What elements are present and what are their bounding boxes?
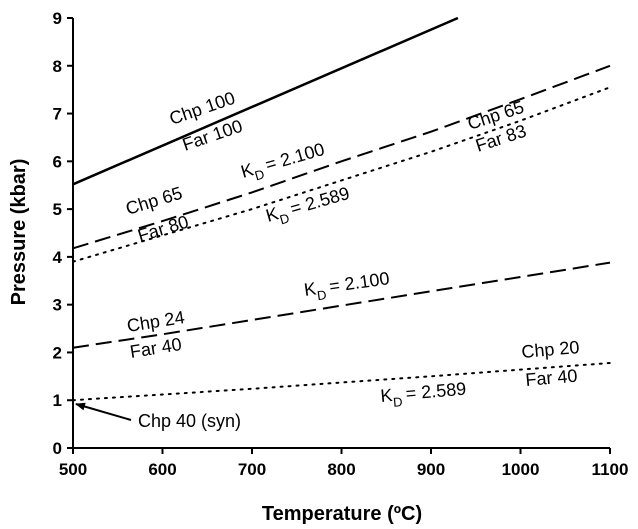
x-tick-label: 1000 <box>502 460 540 479</box>
kd-value: = 2.100 <box>328 268 391 296</box>
x-tick-label: 800 <box>327 460 355 479</box>
y-tick-label: 6 <box>53 152 62 171</box>
kd-symbol: K <box>239 159 256 182</box>
kd-symbol: K <box>380 385 394 406</box>
series-line-3 <box>72 86 611 263</box>
y-tick-label: 8 <box>53 57 62 76</box>
kd-symbol: K <box>303 278 318 299</box>
y-tick-label: 2 <box>53 343 62 362</box>
ticks-layer: 500 600 700 800 900 1000 1100 0 1 2 3 4 5 6 7 8 9 <box>53 9 629 479</box>
x-tick-label: 700 <box>238 460 266 479</box>
kd-subscript: D <box>253 166 266 183</box>
series-line-5 <box>72 362 611 402</box>
y-tick-label: 1 <box>53 391 62 410</box>
x-axis-title: Temperature (ºC) <box>262 503 422 525</box>
label-far80: Far 80 <box>135 211 191 245</box>
label-far40-mid: Far 40 <box>128 334 183 362</box>
y-tick-label: 9 <box>53 9 62 28</box>
label-chp40-syn: Chp 40 (syn) <box>138 411 241 431</box>
y-axis-title: Pressure (kbar) <box>8 159 30 306</box>
y-tick-label: 0 <box>53 439 62 458</box>
kd-symbol: K <box>264 203 281 226</box>
x-tick-label: 900 <box>417 460 445 479</box>
label-kd-lower-dotted: KD = 2.589 <box>380 379 468 411</box>
x-tick-label: 1100 <box>592 460 629 479</box>
y-tick-label: 3 <box>53 296 62 315</box>
kd-subscript: D <box>278 210 291 227</box>
x-tick-label: 600 <box>148 460 176 479</box>
label-kd-upper-dotted: KD= 2.589 <box>264 183 354 231</box>
series-layer <box>72 16 611 402</box>
kd-value: = 2.589 <box>405 379 467 404</box>
x-tick-label: 500 <box>59 460 87 479</box>
kd-subscript: D <box>316 287 327 303</box>
kd-subscript: D <box>392 394 403 410</box>
y-tick-label: 7 <box>53 105 62 124</box>
y-tick-label: 4 <box>53 248 63 267</box>
label-far40-right: Far 40 <box>525 366 579 390</box>
label-chp20: Chp 20 <box>521 337 581 362</box>
series-line-2 <box>72 64 611 250</box>
label-kd-upper-dashed: KD= 2.100 <box>239 139 329 187</box>
y-tick-label: 5 <box>53 200 62 219</box>
chp40-arrow <box>75 402 132 421</box>
series-line-1 <box>72 16 459 186</box>
